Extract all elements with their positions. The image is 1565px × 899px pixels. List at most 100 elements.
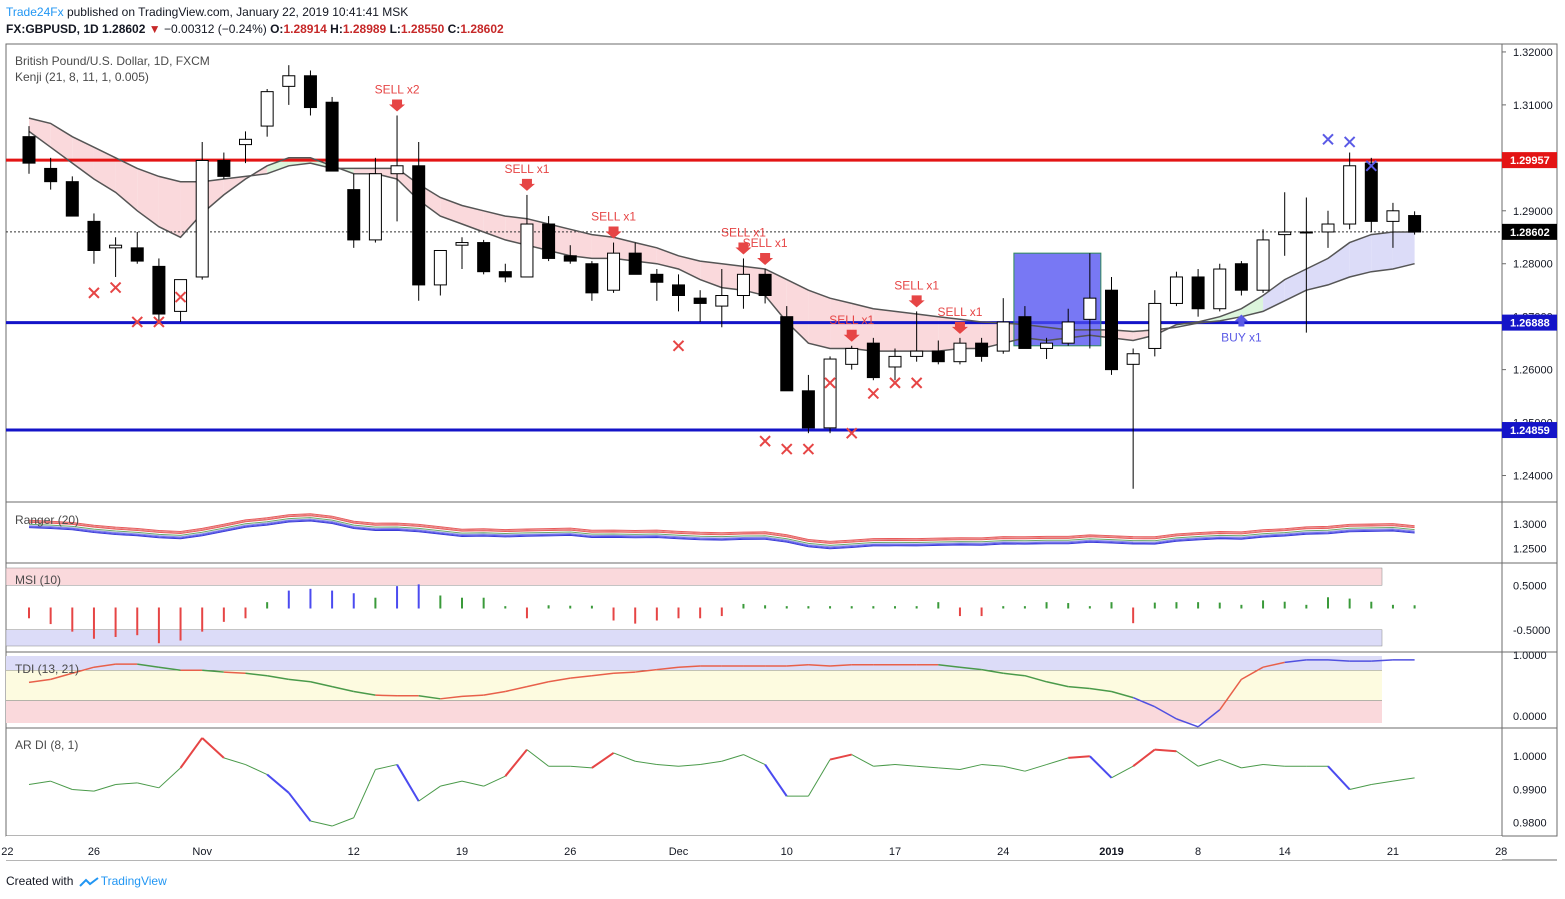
candle (888, 348, 902, 381)
tradingview-link[interactable]: TradingView (100, 874, 167, 888)
open-label: O: (270, 22, 284, 36)
ardi-line-segment (179, 737, 204, 769)
candle-body (433, 249, 447, 286)
candle-body (607, 252, 621, 291)
ardi-line-segment (504, 748, 528, 777)
candle (1321, 210, 1335, 248)
candle-body (1299, 231, 1313, 234)
publisher-link[interactable]: Trade24Fx (6, 5, 64, 19)
sell-arrow-icon (908, 295, 925, 308)
tdi-line-segment (1132, 696, 1156, 708)
price-tick-label: 1.32000 (1513, 47, 1553, 59)
price-tick-label: 1.29000 (1513, 206, 1553, 218)
ardi-line-segment (223, 757, 246, 766)
candle-body (347, 189, 361, 241)
candle (715, 269, 729, 328)
candle (607, 242, 621, 293)
tdi-line-segment (981, 668, 1004, 675)
kenji-cloud-segment (267, 157, 289, 174)
msi-lower-zone (5, 629, 1383, 647)
candle-body (628, 252, 642, 275)
candle-body (996, 321, 1010, 352)
time-tick-label: 2019 (1099, 846, 1123, 858)
ardi-line-segment (72, 788, 94, 792)
ranger-band-line (28, 519, 1415, 549)
x-marker-icon (131, 316, 143, 328)
kenji-cloud-segment (851, 303, 874, 352)
candle-body (498, 271, 512, 278)
ardi-line-segment (28, 780, 51, 785)
tdi-line-segment (1089, 687, 1112, 693)
candle-body (542, 223, 556, 259)
ardi-line-segment (938, 767, 960, 771)
candle-body (152, 265, 166, 315)
candle (1105, 276, 1118, 375)
tdi-line-segment (1068, 685, 1090, 690)
candle-body (217, 159, 231, 177)
ardi-line-segment (807, 759, 831, 797)
publish-line: Trade24Fx published on TradingView.com, … (6, 5, 408, 19)
footer: Created with TradingView (6, 874, 167, 888)
sell-signal-label: SELL x2 (375, 82, 420, 96)
ranger-band-line (28, 514, 1415, 543)
candle-body (1386, 210, 1400, 222)
ardi-line-segment (158, 767, 181, 789)
tdi-line-segment (830, 664, 852, 667)
indicator-title: Kenji (21, 8, 11, 1, 0.005) (15, 70, 149, 84)
ardi-line-segment (266, 773, 290, 794)
ardi-line-segment (700, 760, 722, 766)
candle-body (758, 273, 772, 297)
price-label-text: 1.28602 (1510, 227, 1550, 239)
candle-body (1408, 215, 1422, 233)
candle-body (1213, 268, 1227, 310)
ardi-line-segment (526, 749, 549, 767)
ranger-tick-label: 1.3000 (1513, 519, 1547, 531)
sell-arrow-icon (389, 99, 406, 112)
ardi-line-segment (613, 752, 636, 762)
ardi-line-segment (1197, 759, 1220, 767)
tdi-line-segment (353, 690, 376, 696)
candle-body (22, 136, 36, 164)
ardi-line-segment (743, 754, 766, 766)
x-marker-icon (781, 443, 793, 455)
sell-signal-label: SELL x1 (721, 225, 766, 239)
candle (650, 269, 664, 301)
tdi-line-segment (1024, 674, 1047, 683)
candle (477, 239, 491, 275)
ardi-line-segment (461, 780, 484, 787)
kenji-slow-line (28, 117, 1415, 333)
candle-body (1126, 353, 1140, 365)
ardi-line-segment (418, 785, 441, 802)
ardi-line-segment (1263, 764, 1285, 767)
tdi-line-segment (808, 664, 831, 667)
ranger-band-line (28, 515, 1415, 544)
candle-body (1040, 342, 1054, 349)
kenji-cloud-segment (656, 247, 679, 270)
candle (174, 279, 188, 322)
candle-body (693, 297, 707, 304)
candle-body (1364, 162, 1378, 222)
candle (1169, 271, 1183, 307)
tdi-line-segment (959, 666, 982, 671)
sell-signal-label: SELL x1 (894, 278, 939, 292)
kenji-cloud-segment (808, 290, 831, 349)
candle (498, 263, 512, 283)
change: −0.00312 (−0.24%) (164, 22, 267, 36)
tdi-line-segment (483, 690, 506, 696)
candle-body (282, 75, 296, 87)
candle-body (303, 75, 317, 109)
x-marker-icon (910, 377, 923, 389)
ardi-line-segment (981, 764, 1004, 767)
kenji-cloud-segment (916, 314, 939, 352)
symbol: FX:GBPUSD, 1D (6, 22, 99, 36)
ardi-line-segment (1176, 750, 1199, 767)
x-marker-icon (1343, 136, 1356, 148)
kenji-cloud-segment (938, 316, 960, 352)
ardi-line-segment (1089, 755, 1113, 779)
ardi-tick-label: 0.9800 (1513, 818, 1547, 830)
candle-body (1018, 316, 1032, 349)
kenji-cloud-segment (115, 157, 138, 211)
ardi-line-segment (375, 764, 398, 771)
candle-body (953, 342, 967, 363)
